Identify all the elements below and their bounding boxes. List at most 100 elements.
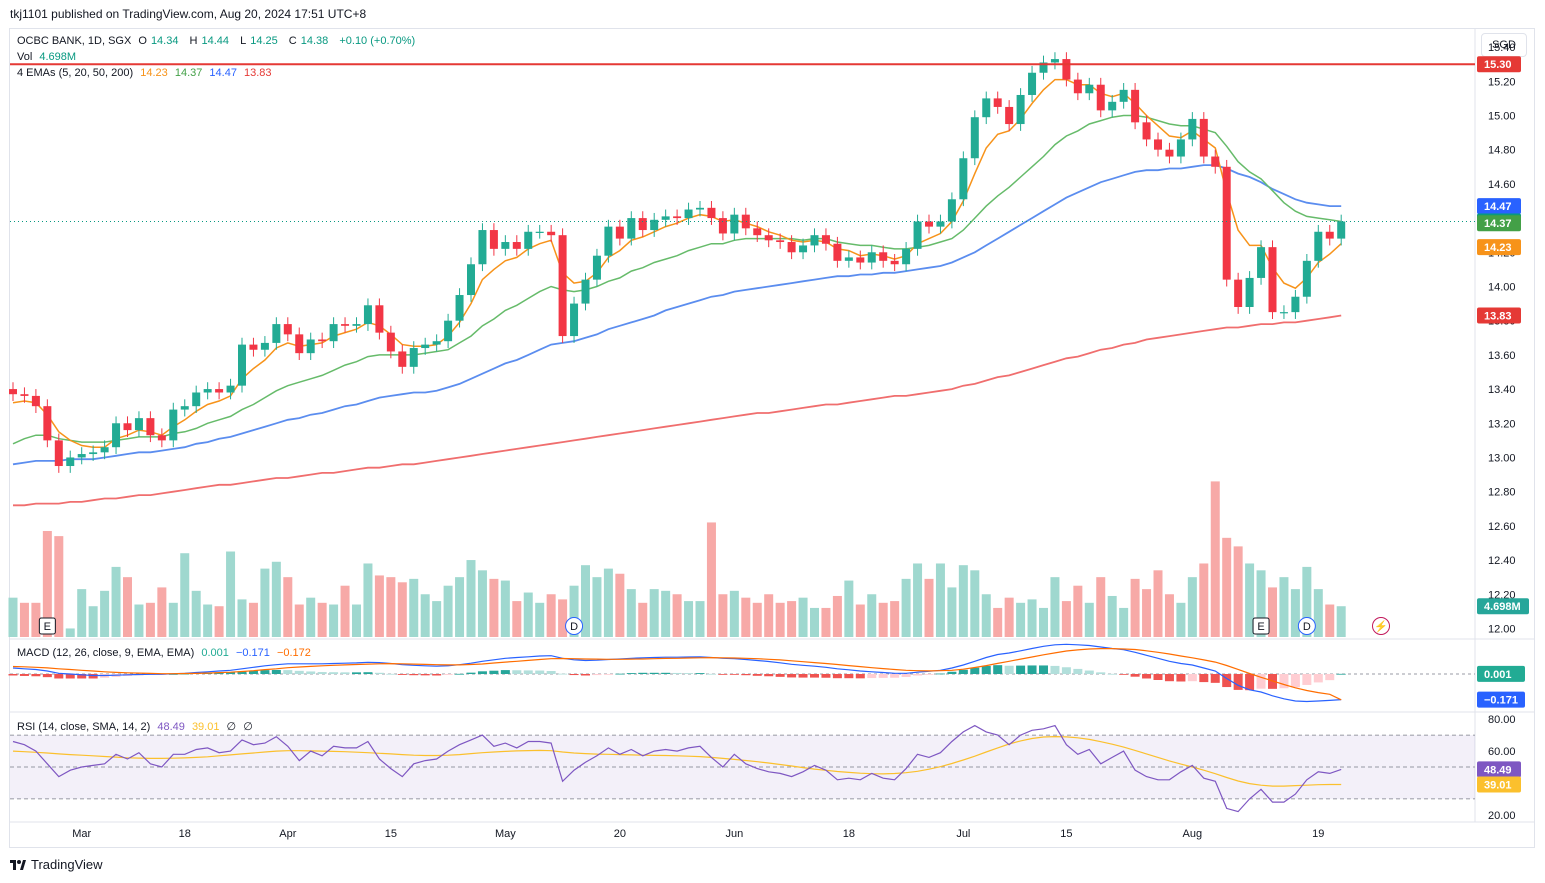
volume-bar — [1004, 597, 1014, 637]
price-tick-label: 14.80 — [1488, 145, 1516, 157]
rsi-tick-label: 20.00 — [1488, 810, 1516, 822]
volume-bar — [226, 551, 236, 637]
rsi-line — [12, 724, 1342, 813]
macd-histogram-bar — [19, 674, 29, 676]
volume-bar — [374, 575, 384, 637]
volume-bar — [1119, 607, 1129, 637]
macd-histogram-bar — [1004, 665, 1014, 674]
volume-bar — [340, 585, 350, 637]
volume-bar — [237, 599, 247, 637]
ema-label[interactable]: 4 EMAs (5, 20, 50, 200) — [17, 67, 134, 79]
volume-bar — [844, 580, 854, 637]
macd-histogram-bar — [443, 674, 453, 675]
macd-histogram-bar — [1336, 673, 1346, 675]
candle-body — [673, 216, 682, 219]
macd-histogram-bar — [500, 670, 510, 674]
macd-histogram-bar — [798, 674, 808, 678]
candle-body — [157, 435, 166, 441]
price-tag — [1477, 198, 1521, 215]
macd-histogram-bar — [523, 670, 533, 674]
candle-body — [604, 226, 613, 256]
macd-histogram-bar — [168, 674, 178, 675]
ohlc-open: O 14.34 — [138, 35, 179, 47]
candle-body — [306, 339, 315, 354]
price-tick-label: 13.60 — [1488, 350, 1516, 362]
volume-bar — [214, 606, 224, 637]
volume-bar — [684, 601, 694, 637]
candle-body — [890, 260, 899, 265]
symbol-label[interactable]: OCBC BANK, 1D, SGX — [17, 35, 132, 47]
volume-bar — [1050, 577, 1060, 637]
macd-histogram-bar — [924, 674, 934, 675]
macd-histogram-bar — [787, 674, 797, 678]
time-axis-label: 15 — [385, 828, 397, 840]
macd-histogram-bar — [1187, 674, 1197, 682]
candle-body — [100, 447, 109, 453]
price-tag — [1477, 56, 1521, 73]
volume-bar — [603, 568, 613, 637]
macd-histogram-bar — [741, 674, 751, 676]
ema20-value: 14.37 — [174, 67, 203, 79]
volume-bar — [1279, 577, 1289, 637]
candle-body — [1245, 277, 1254, 307]
price-tag-label: 14.23 — [1484, 242, 1512, 254]
rsi-legend: RSI (14, close, SMA, 14, 2) 48.49 39.01 … — [17, 720, 257, 733]
macd-histogram-bar — [569, 674, 579, 676]
macd-histogram-bar — [626, 673, 636, 674]
macd-histogram-bar — [672, 672, 682, 674]
macd-histogram-bar — [363, 672, 373, 674]
candle-body — [947, 199, 956, 222]
volume-bar — [890, 601, 900, 637]
candle-body — [1199, 118, 1208, 157]
candle-body — [20, 394, 29, 396]
macd-histogram-bar — [1302, 674, 1312, 685]
macd-tag — [1477, 691, 1525, 708]
macd-histogram-bar — [913, 674, 923, 676]
volume-bar — [260, 568, 270, 637]
volume-bar — [649, 589, 659, 637]
candle-body — [718, 218, 727, 234]
publisher-line: tkj1101 published on TradingView.com, Au… — [10, 7, 367, 21]
macd-histogram-bar — [226, 672, 236, 674]
volume-bar — [970, 570, 980, 637]
candle-body — [329, 324, 338, 342]
volume-bar — [661, 590, 671, 637]
volume-label[interactable]: Vol — [17, 51, 33, 63]
price-tag — [1477, 215, 1521, 232]
candle-body — [1325, 231, 1334, 239]
candle-body — [1222, 166, 1231, 280]
volume-bar — [317, 602, 327, 637]
candle-body — [31, 395, 40, 407]
candle-body — [43, 406, 52, 441]
volume-bar — [569, 585, 579, 637]
macd-histogram-bar — [603, 674, 613, 675]
price-tick-label: 12.80 — [1488, 487, 1516, 499]
candle-body — [421, 344, 430, 349]
macd-label[interactable]: MACD (12, 26, close, 9, EMA, EMA) — [17, 647, 195, 659]
macd-histogram-bar — [237, 671, 247, 674]
macd-histogram-bar — [695, 673, 705, 674]
rsi-extra-1: ∅ — [226, 721, 237, 733]
rsi-label[interactable]: RSI (14, close, SMA, 14, 2) — [17, 721, 151, 733]
price-legend: OCBC BANK, 1D, SGX O 14.34 H 14.44 L 14.25 … — [17, 35, 419, 47]
volume-bar — [168, 602, 178, 637]
currency-button[interactable]: SGD — [1481, 33, 1527, 57]
macd-histogram-bar — [1142, 674, 1152, 679]
change-value: +0.10 (+0.70%) — [339, 35, 416, 47]
tradingview-logo-icon — [10, 859, 26, 870]
candle-body — [1188, 118, 1197, 140]
candle-body — [1302, 260, 1311, 297]
candle-body — [146, 418, 155, 436]
candle-body — [1039, 62, 1048, 73]
candle-body — [1131, 89, 1140, 123]
tradingview-logo[interactable]: TradingView — [10, 857, 103, 872]
candle-body — [913, 221, 922, 249]
candle-body — [524, 231, 533, 249]
volume-bar — [409, 578, 419, 637]
macd-histogram-bar — [42, 674, 52, 678]
price-tag-label: 15.30 — [1484, 59, 1512, 71]
macd-histogram-bar — [1210, 674, 1220, 683]
volume-bar — [180, 553, 190, 637]
macd-histogram-bar — [592, 674, 602, 676]
